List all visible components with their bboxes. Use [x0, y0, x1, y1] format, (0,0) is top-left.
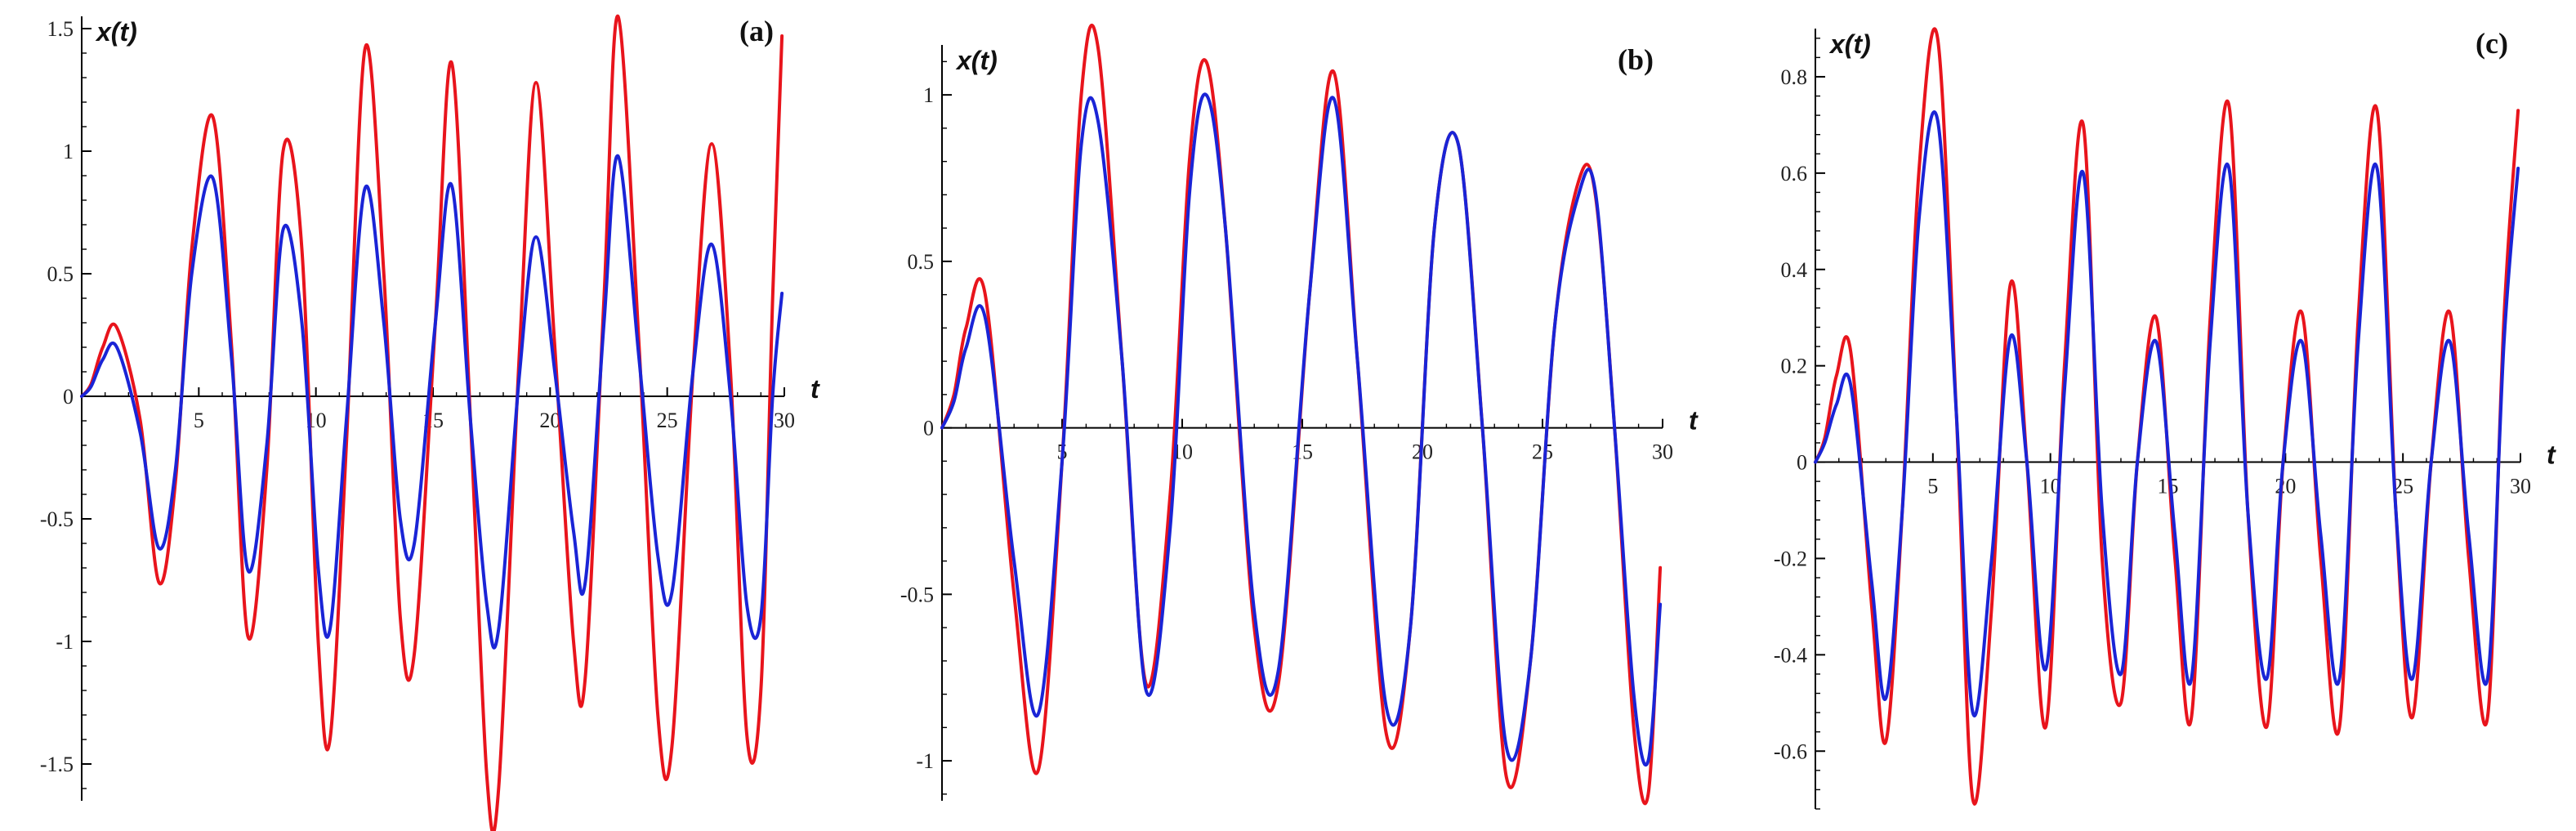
y-tick-label: 0.8	[1781, 65, 1808, 89]
y-tick-label: -0.5	[900, 583, 934, 606]
panel-label: (c)	[2476, 27, 2508, 60]
panel-c: 5 10 15 20 25 30-0.6-0.4-0.200.20.40.60.8 x(t…	[1774, 27, 2556, 810]
x-tick-label: 25	[657, 409, 678, 432]
x-tick-label: 25	[1532, 440, 1553, 464]
y-axis-title: x(t)	[955, 46, 998, 75]
y-axis-title: x(t)	[95, 17, 137, 47]
y-tick-label: 0.5	[47, 262, 74, 286]
x-axis-title: t	[2547, 440, 2556, 470]
x-tick-label: 30	[2510, 475, 2531, 498]
y-tick-label: -1.5	[40, 753, 74, 776]
x-axis-title: t	[1689, 406, 1699, 436]
x-tick-label: 30	[1652, 440, 1673, 464]
y-tick-label: 0.6	[1781, 162, 1808, 185]
x-tick-label: 15	[1292, 440, 1313, 464]
x-tick-label: 30	[774, 409, 795, 432]
y-tick-label: -0.2	[1774, 547, 1807, 570]
series-line-blue	[80, 154, 784, 650]
y-tick-label: 0	[923, 417, 934, 440]
y-tick-label: 0	[1797, 451, 1807, 475]
y-tick-label: 0.2	[1781, 355, 1808, 378]
x-tick-label: 5	[1927, 475, 1938, 498]
y-tick-label: -0.5	[40, 507, 74, 531]
y-tick-label: 1	[63, 140, 74, 163]
panel-label: (b)	[1618, 43, 1654, 76]
y-tick-label: -1	[56, 630, 74, 654]
panel-b: 5 10 15 20 25 30-1-0.500.51 x(t) t (b)	[900, 24, 1699, 806]
x-tick-label: 5	[194, 409, 204, 432]
series-layer	[940, 24, 1663, 806]
series-layer	[80, 14, 784, 831]
x-tick-label: 20	[539, 409, 560, 432]
y-tick-label: -0.4	[1774, 643, 1807, 667]
tick-marks: 5 10 15 20 25 30-0.6-0.4-0.200.20.40.60.8	[1774, 38, 2531, 810]
y-tick-label: 0.4	[1781, 258, 1808, 282]
y-tick-label: 0	[63, 385, 74, 409]
y-tick-label: 1.5	[47, 17, 74, 41]
panel-a: 5 10 15 20 25 30-1.5-1-0.500.511.5 x(t) t (a)	[40, 14, 820, 831]
series-line-blue	[1814, 110, 2520, 717]
series-layer	[1814, 27, 2520, 806]
y-tick-label: -1	[916, 749, 934, 773]
y-tick-label: 0.5	[908, 250, 935, 274]
y-axis-title: x(t)	[1828, 29, 1871, 59]
x-tick-label: 20	[2275, 475, 2296, 498]
panel-label: (a)	[739, 15, 774, 47]
x-axis-title: t	[810, 374, 820, 404]
y-tick-label: 1	[923, 83, 934, 107]
y-tick-label: -0.6	[1774, 739, 1807, 763]
series-line-blue	[940, 92, 1663, 767]
